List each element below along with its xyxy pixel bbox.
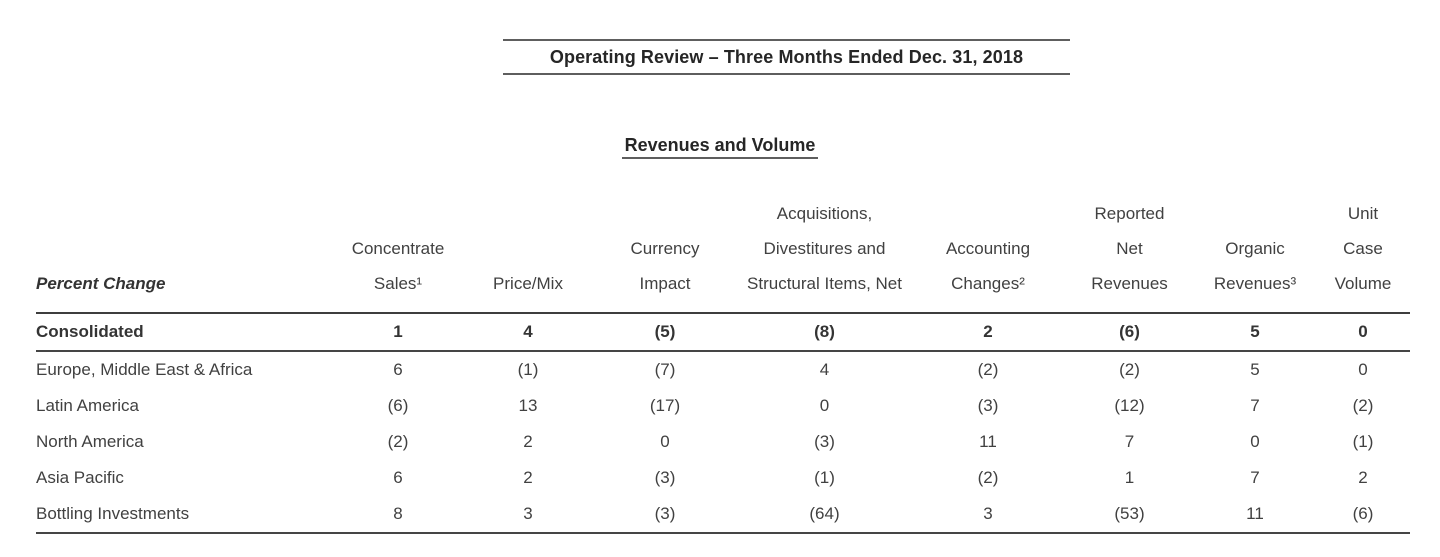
revenues-and-volume-table: Percent Change Concentrate Sales¹ Price/… <box>36 196 1410 534</box>
operating-review-title-block: Operating Review – Three Months Ended De… <box>503 39 1070 75</box>
cell-value: (6) <box>1352 504 1374 523</box>
page-title: Operating Review – Three Months Ended De… <box>549 47 1024 67</box>
column-header-percent-change: Percent Change <box>36 274 166 293</box>
cell-value: 0 <box>1250 432 1260 451</box>
cell-value: (2) <box>387 432 409 451</box>
cell-value: (2) <box>1119 360 1140 379</box>
cell-value: 3 <box>523 504 533 523</box>
row-label: Europe, Middle East & Africa <box>36 360 253 379</box>
cell-value: 7 <box>1250 468 1260 487</box>
cell-value: 1 <box>393 322 403 341</box>
cell-value: (64) <box>809 504 840 523</box>
column-header-concentrate-sales: Concentrate Sales¹ <box>351 239 445 293</box>
cell-value: 3 <box>983 504 993 523</box>
cell-value: (3) <box>654 468 676 487</box>
cell-value: (7) <box>654 360 676 379</box>
column-header-organic-revenues: Organic Revenues³ <box>1213 239 1297 293</box>
column-header-price-mix: Price/Mix <box>493 274 563 293</box>
cell-value: 2 <box>1358 468 1368 487</box>
table-row-bottling-investments: Bottling Investments 8 3 (3) (64) 3 (53)… <box>36 496 1410 533</box>
cell-value: (1) <box>517 360 539 379</box>
cell-value: (2) <box>977 468 999 487</box>
cell-value: 0 <box>660 432 670 451</box>
cell-value: 0 <box>819 396 830 415</box>
cell-value: 4 <box>523 322 533 341</box>
cell-value: 6 <box>393 468 403 487</box>
column-header-accounting-changes: Accounting Changes² <box>945 239 1031 293</box>
cell-value: 2 <box>523 468 533 487</box>
cell-value: (2) <box>1352 396 1374 415</box>
cell-value: 0 <box>1358 360 1368 379</box>
cell-value: 2 <box>983 322 993 341</box>
cell-value: (6) <box>387 396 409 415</box>
cell-value: 4 <box>819 360 830 379</box>
cell-value: 11 <box>979 432 997 451</box>
cell-value: 11 <box>1246 504 1264 523</box>
column-header-acquisitions-divestitures: Acquisitions, Divestitures and Structura… <box>747 204 902 293</box>
row-label: Consolidated <box>36 322 144 341</box>
cell-value: (17) <box>649 396 681 415</box>
cell-value: (8) <box>814 322 835 341</box>
table-row-consolidated: Consolidated 1 4 (5) (8) 2 (6) 5 0 <box>36 313 1410 351</box>
column-header-currency-impact: Currency Impact <box>630 239 700 293</box>
row-label: Latin America <box>36 396 139 415</box>
subtitle-row: Revenues and Volume <box>0 135 1440 159</box>
cell-value: (2) <box>977 360 999 379</box>
cell-value: 13 <box>518 396 538 415</box>
row-label: Asia Pacific <box>36 468 124 487</box>
table-row-asia-pacific: Asia Pacific 6 2 (3) (1) (2) 1 7 2 <box>36 460 1410 496</box>
cell-value: (1) <box>814 468 835 487</box>
cell-value: 2 <box>523 432 533 451</box>
header-row: Percent Change Concentrate Sales¹ Price/… <box>36 196 1410 313</box>
cell-value: 5 <box>1250 322 1260 341</box>
cell-value: (3) <box>977 396 999 415</box>
cell-value: 5 <box>1250 360 1260 379</box>
column-header-unit-case-volume: Unit Case Volume <box>1334 204 1392 293</box>
cell-value: 8 <box>393 504 403 523</box>
cell-value: 7 <box>1250 396 1260 415</box>
cell-value: (12) <box>1114 396 1145 415</box>
cell-value: (53) <box>1114 504 1145 523</box>
section-subtitle: Revenues and Volume <box>621 135 819 159</box>
row-label: Bottling Investments <box>36 504 190 523</box>
column-header-reported-net-revenues: Reported Net Revenues <box>1091 204 1168 293</box>
table-row-europe-middle-east-africa: Europe, Middle East & Africa 6 (1) (7) 4… <box>36 351 1410 388</box>
cell-value: 7 <box>1124 432 1135 451</box>
row-label: North America <box>36 432 144 451</box>
table-row-latin-america: Latin America (6) 13 (17) 0 (3) (12) 7 (… <box>36 388 1410 424</box>
cell-value: (3) <box>654 504 676 523</box>
cell-value: 1 <box>1124 468 1135 487</box>
cell-value: (3) <box>814 432 835 451</box>
table-row-north-america: North America (2) 2 0 (3) 11 7 0 (1) <box>36 424 1410 460</box>
cell-value: (1) <box>1352 432 1374 451</box>
cell-value: (5) <box>654 322 676 341</box>
cell-value: 6 <box>393 360 403 379</box>
cell-value: 0 <box>1358 322 1368 341</box>
cell-value: (6) <box>1119 322 1140 341</box>
